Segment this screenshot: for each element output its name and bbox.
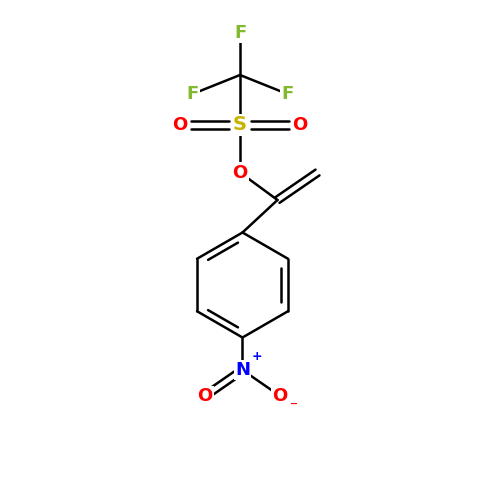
Text: F: F <box>234 24 246 42</box>
Text: O: O <box>198 387 212 405</box>
Text: O: O <box>232 164 248 182</box>
Text: F: F <box>282 85 294 103</box>
Text: S: S <box>233 116 247 134</box>
Text: O: O <box>172 116 188 134</box>
Text: ⁻: ⁻ <box>290 400 298 414</box>
Text: N: N <box>235 361 250 379</box>
Text: +: + <box>251 350 262 362</box>
Text: F: F <box>186 85 198 103</box>
Text: O: O <box>292 116 308 134</box>
Text: O: O <box>272 387 287 405</box>
